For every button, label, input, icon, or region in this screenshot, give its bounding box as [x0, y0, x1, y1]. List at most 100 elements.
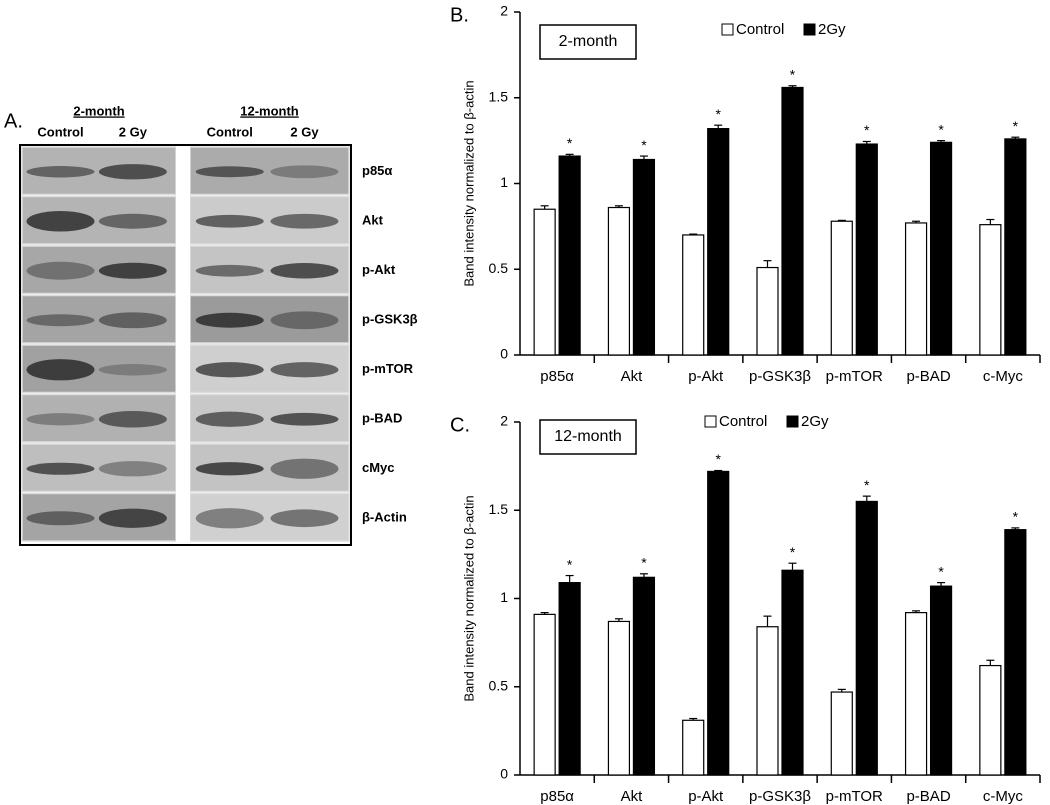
- title-box: [539, 419, 637, 455]
- blot-band: [270, 311, 339, 330]
- y-tick-label: 0.5: [489, 260, 509, 276]
- blot-band: [26, 413, 95, 426]
- bar: [855, 143, 878, 356]
- lane-label: 2 Gy: [290, 124, 319, 139]
- bar: [830, 691, 853, 776]
- blot-band: [270, 263, 339, 279]
- error-bar: [689, 233, 698, 235]
- bar: [781, 86, 804, 356]
- x-tick-label: p-mTOR: [826, 788, 883, 805]
- error-bar: [565, 574, 574, 583]
- row-label: Akt: [362, 213, 384, 228]
- row-label: p85α: [362, 163, 392, 178]
- title-box: [539, 24, 637, 60]
- group-title: 2-month: [73, 103, 124, 118]
- blot-band: [98, 364, 167, 376]
- chart-title: 2-month: [559, 33, 618, 50]
- bar: [904, 222, 928, 356]
- legend-label: 2Gy: [818, 21, 846, 38]
- lane-label: Control: [37, 124, 83, 139]
- error-bar: [912, 220, 921, 223]
- bar: [979, 664, 1002, 776]
- x-tick-label: Akt: [621, 368, 644, 385]
- panel-label: B.: [450, 4, 469, 26]
- bar: [929, 585, 953, 776]
- bar: [756, 266, 779, 356]
- bar: [707, 128, 730, 356]
- blot-band: [270, 509, 339, 528]
- y-axis-label: Band intensity normalized to β-actin: [461, 495, 476, 701]
- error-bar: [540, 612, 549, 615]
- y-tick-label: 1.5: [489, 501, 509, 517]
- x-tick-label: p85α: [540, 368, 574, 385]
- error-bar: [763, 260, 772, 268]
- legend-label: 2Gy: [801, 413, 829, 430]
- error-bar: [837, 219, 846, 222]
- blot-band: [26, 210, 95, 232]
- significance-marker: *: [938, 563, 944, 579]
- blot-band: [195, 462, 264, 476]
- bar: [558, 155, 581, 356]
- bar: [682, 234, 705, 356]
- significance-marker: *: [790, 66, 796, 82]
- significance-marker: *: [715, 106, 721, 122]
- lane-label: 2 Gy: [119, 124, 148, 139]
- blot-gap: [176, 146, 190, 544]
- blot-band: [270, 362, 339, 378]
- error-bar: [540, 205, 549, 210]
- blot-band: [195, 264, 264, 277]
- blot-band: [195, 362, 264, 378]
- significance-marker: *: [641, 554, 647, 570]
- legend-label: Control: [719, 413, 767, 430]
- legend-label: Control: [736, 21, 784, 38]
- y-tick-label: 2: [500, 413, 508, 429]
- error-bar: [986, 659, 995, 666]
- blot-band: [270, 412, 339, 426]
- bar: [756, 626, 779, 776]
- y-tick-label: 0: [500, 346, 508, 362]
- error-bar: [1011, 527, 1020, 530]
- significance-marker: *: [567, 135, 573, 151]
- significance-marker: *: [715, 451, 721, 467]
- significance-marker: *: [567, 556, 573, 572]
- y-tick-label: 1: [500, 589, 508, 605]
- bar: [830, 220, 853, 356]
- error-bar: [614, 205, 623, 208]
- bar: [607, 206, 631, 356]
- y-axis-label: Band intensity normalized to β-actin: [461, 80, 476, 286]
- blot-band: [195, 166, 264, 178]
- error-bar: [763, 615, 772, 627]
- y-tick-label: 0.5: [489, 677, 509, 693]
- blot-band: [26, 166, 95, 178]
- y-tick-label: 2: [500, 3, 508, 19]
- bar: [1004, 138, 1027, 356]
- blot-band: [26, 511, 95, 526]
- x-tick-label: p-mTOR: [826, 368, 883, 385]
- panel-label: A.: [4, 110, 23, 132]
- x-tick-label: p-BAD: [906, 788, 950, 805]
- significance-marker: *: [790, 544, 796, 560]
- error-bar: [862, 140, 871, 145]
- panel-label: C.: [450, 414, 470, 436]
- row-label: p-mTOR: [362, 361, 414, 376]
- error-bar: [1011, 136, 1020, 139]
- bar: [707, 470, 730, 776]
- lane-label: Control: [207, 124, 253, 139]
- error-bar: [788, 562, 797, 571]
- error-bar: [689, 717, 698, 721]
- row-label: p-Akt: [362, 262, 396, 277]
- error-bar: [714, 124, 723, 129]
- error-bar: [565, 153, 574, 157]
- x-tick-label: c-Myc: [983, 368, 1023, 385]
- row-label: p-BAD: [362, 411, 402, 426]
- blot-band: [270, 458, 339, 479]
- significance-marker: *: [641, 137, 647, 153]
- error-bar: [937, 582, 946, 587]
- bar: [855, 500, 878, 776]
- blot-band: [270, 213, 339, 229]
- error-bar: [837, 688, 846, 693]
- bar: [1004, 529, 1027, 776]
- blot-band: [98, 508, 167, 528]
- x-tick-label: p-Akt: [688, 368, 724, 385]
- row-label: cMyc: [362, 460, 395, 475]
